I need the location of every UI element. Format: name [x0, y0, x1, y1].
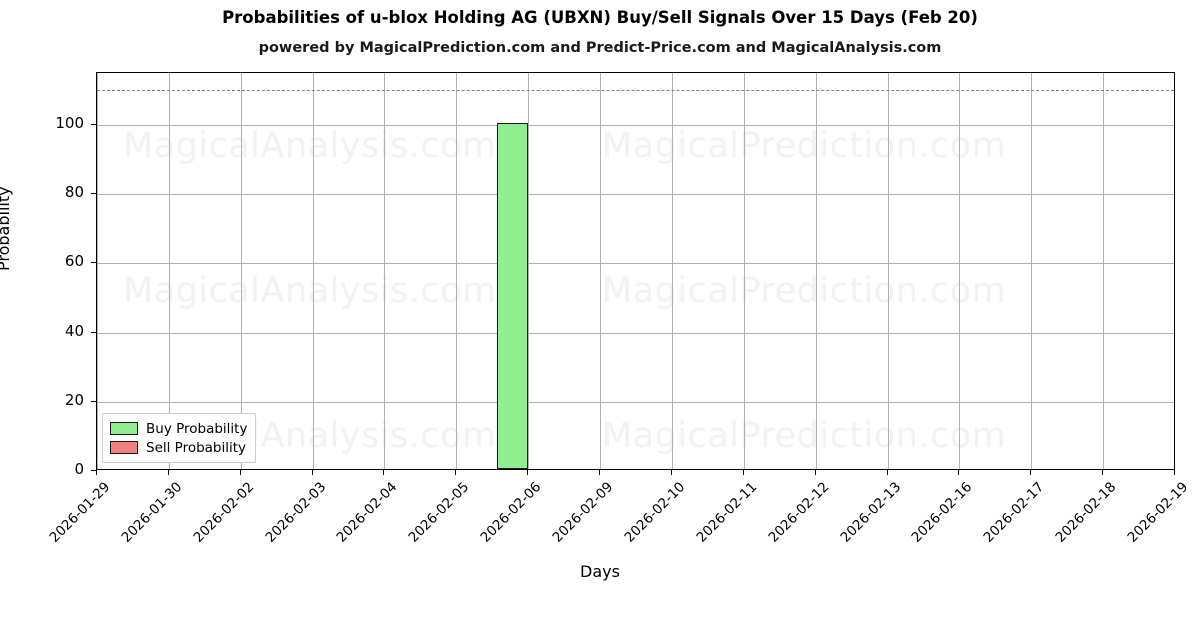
plot-area: MagicalAnalysis.com MagicalPrediction.co…	[96, 72, 1175, 470]
grid-line-vertical	[528, 73, 529, 469]
x-tick-label: 2026-02-06	[477, 479, 545, 546]
grid-line-vertical	[313, 73, 314, 469]
chart-figure: Probabilities of u-blox Holding AG (UBXN…	[0, 8, 1192, 581]
x-tick-mark	[168, 470, 170, 475]
x-tick-mark	[958, 470, 960, 475]
y-tick-mark	[91, 401, 96, 403]
x-tick-label: 2026-01-30	[118, 479, 186, 546]
threshold-line	[97, 90, 1174, 91]
x-tick-label: 2026-02-17	[980, 479, 1048, 546]
x-tick-mark	[671, 470, 673, 475]
x-tick-mark	[455, 470, 457, 475]
legend-swatch-icon	[110, 422, 138, 435]
grid-line-vertical	[744, 73, 745, 469]
y-tick-label: 20	[64, 390, 84, 409]
x-tick-mark	[96, 470, 98, 475]
grid-line-horizontal	[97, 263, 1174, 264]
grid-line-vertical	[600, 73, 601, 469]
x-tick-mark	[1030, 470, 1032, 475]
chart-title: Probabilities of u-blox Holding AG (UBXN…	[222, 8, 978, 27]
bars-layer	[97, 73, 1174, 469]
chart-subtitle: powered by MagicalPrediction.com and Pre…	[258, 40, 942, 56]
x-tick-label: 2026-02-16	[908, 479, 976, 546]
x-tick-mark	[527, 470, 529, 475]
y-tick-mark	[91, 262, 96, 264]
x-tick-mark	[1102, 470, 1104, 475]
x-tick-label: 2026-02-11	[693, 479, 761, 546]
grid-line-vertical	[816, 73, 817, 469]
y-tick-label: 0	[74, 460, 84, 478]
grid-line-vertical	[888, 73, 889, 469]
legend-label: Buy Probability	[146, 420, 248, 437]
x-tick-label: 2026-02-13	[837, 479, 904, 546]
x-tick-mark	[815, 470, 817, 475]
y-tick-label: 80	[64, 183, 84, 202]
y-tick-mark	[91, 470, 96, 472]
y-tick-label: 100	[55, 113, 84, 132]
x-axis-label: Days	[580, 562, 620, 581]
grid-line-vertical	[97, 73, 98, 469]
y-tick-mark	[91, 124, 96, 126]
y-tick-mark	[91, 332, 96, 334]
grid-lines	[97, 73, 1174, 469]
grid-line-vertical	[241, 73, 242, 469]
legend-swatch-icon	[110, 441, 138, 454]
bar-buy-probability-2026-02-06[interactable]	[497, 122, 529, 469]
x-tick-mark	[240, 470, 242, 475]
grid-line-vertical	[169, 73, 170, 469]
grid-line-vertical	[384, 73, 385, 469]
x-tick-mark	[1174, 470, 1176, 475]
grid-line-vertical	[1031, 73, 1032, 469]
grid-line-vertical	[456, 73, 457, 469]
y-tick-label: 60	[64, 252, 84, 271]
legend-label: Sell Probability	[146, 439, 247, 456]
legend-item-sell-probability[interactable]: Sell Probability	[110, 438, 247, 457]
grid-line-horizontal	[97, 402, 1174, 403]
legend-item-buy-probability[interactable]: Buy Probability	[110, 419, 247, 438]
grid-line-vertical	[1103, 73, 1104, 469]
x-tick-label: 2026-02-18	[1052, 479, 1120, 546]
threshold-line-layer	[97, 73, 1174, 469]
x-tick-label: 2026-02-09	[549, 479, 617, 546]
x-tick-label: 2026-02-03	[262, 479, 329, 546]
y-tick-label: 40	[64, 321, 84, 340]
x-tick-label: 2026-02-04	[333, 479, 401, 546]
grid-line-horizontal	[97, 125, 1174, 126]
x-tick-label: 2026-02-05	[405, 479, 473, 546]
x-tick-mark	[887, 470, 889, 475]
grid-line-horizontal	[97, 333, 1174, 334]
chart-legend[interactable]: Buy Probability Sell Probability	[102, 413, 257, 463]
x-tick-label: 2026-02-19	[1124, 479, 1192, 546]
x-tick-label: 2026-02-12	[765, 479, 832, 546]
x-tick-mark	[312, 470, 314, 475]
y-tick-mark	[91, 193, 96, 195]
x-tick-label: 2026-02-02	[190, 479, 258, 546]
grid-line-horizontal	[97, 194, 1174, 195]
x-tick-label: 2026-02-10	[621, 479, 689, 546]
x-tick-mark	[599, 470, 601, 475]
x-tick-mark	[383, 470, 385, 475]
grid-line-vertical	[672, 73, 673, 469]
x-tick-mark	[743, 470, 745, 475]
grid-line-vertical	[959, 73, 960, 469]
